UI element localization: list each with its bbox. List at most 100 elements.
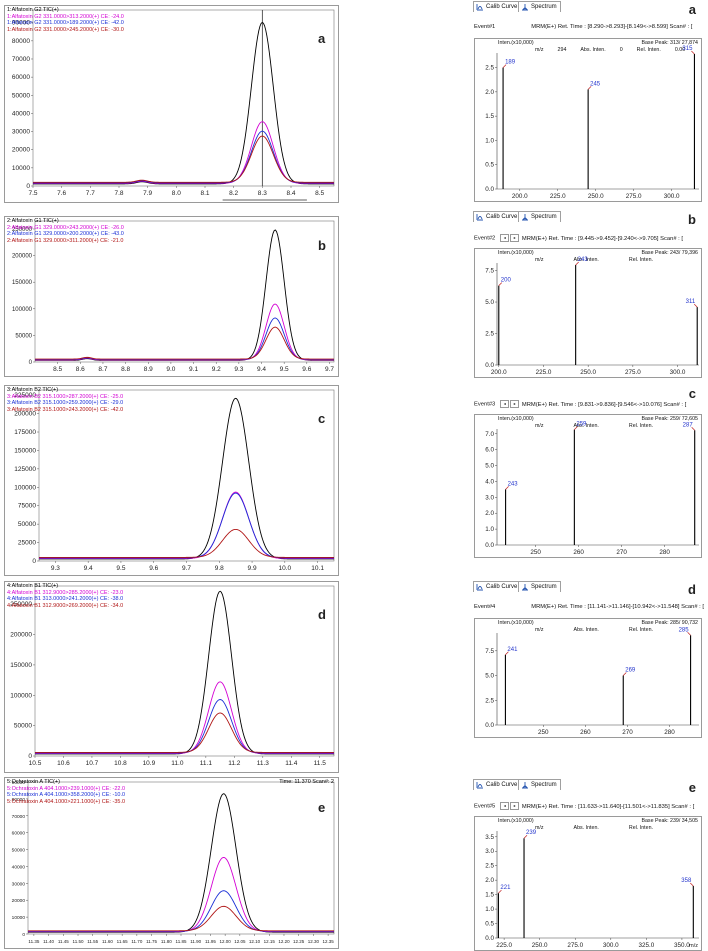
tab-calib-curve[interactable]: Calib Curve xyxy=(473,581,522,592)
y-tick-label: 30000 xyxy=(12,881,26,887)
x-tick-label: 11.40 xyxy=(43,939,54,944)
column-header-label: Rel. Inten. xyxy=(636,47,661,53)
axis-lines xyxy=(496,53,699,190)
x-tick-label: 250.0 xyxy=(532,942,548,949)
next-event-button[interactable]: ▸ xyxy=(510,802,520,810)
x-tick-label: 11.65 xyxy=(117,939,128,944)
prev-event-button[interactable]: ◂ xyxy=(500,400,510,408)
y-tick-label: 40000 xyxy=(12,864,26,870)
column-header: m/z Abs. Inten. Rel. Inten. xyxy=(535,423,683,429)
x-tick-label: 200.0 xyxy=(512,193,528,200)
plot-frame xyxy=(32,9,335,187)
peak-label: 269 xyxy=(625,668,636,674)
y-tick-label: 4.0 xyxy=(485,478,494,485)
prev-event-button[interactable]: ◂ xyxy=(500,802,510,810)
column-header-label: Abs. Inten. xyxy=(573,825,599,831)
series-line xyxy=(33,21,334,185)
tab-calib-curve[interactable]: Calib Curve xyxy=(473,211,522,222)
y-tick-label: 1.5 xyxy=(485,113,494,120)
x-tick-label: 9.7 xyxy=(325,366,334,373)
x-tick-label: 12.15 xyxy=(264,939,276,944)
y-tick-label: 2.5 xyxy=(485,65,494,72)
x-tick-label: 275.0 xyxy=(626,193,642,200)
legend-entry: 1:Alfatoxin G2 331.0000>245.2000(+) CE: … xyxy=(7,26,124,33)
y-tick-label: 100000 xyxy=(14,484,36,491)
column-header-label: Abs. Inten. xyxy=(573,423,599,429)
x-tick-label: 8.4 xyxy=(286,190,295,197)
x-tick-label: 9.3 xyxy=(51,565,60,572)
tab-spectrum[interactable]: Spectrum xyxy=(518,779,561,790)
x-tick-label: 11.90 xyxy=(190,939,201,944)
y-tick-label: 80000 xyxy=(12,797,26,803)
y-tick-label: 0.0 xyxy=(485,542,494,549)
time-label: Time: 11.370 Scan#: 2 xyxy=(279,779,334,785)
column-header-label: m/z xyxy=(535,423,544,429)
event-label: Event#5 xyxy=(474,803,496,810)
y-tick-label: 80000 xyxy=(12,38,30,45)
y-tick-label: 200000 xyxy=(14,411,36,418)
x-tick-label: 12.00 xyxy=(220,939,232,944)
y-tick-label: 0 xyxy=(26,183,30,190)
tab-label: Calib Curve xyxy=(486,214,518,220)
tab-calib-curve[interactable]: Calib Curve xyxy=(473,1,522,12)
peak-label: 285 xyxy=(679,627,690,633)
x-tick-label: 9.1 xyxy=(189,366,198,373)
x-tick-label: 11.1 xyxy=(200,760,213,767)
next-event-button[interactable]: ▸ xyxy=(510,234,520,242)
y-tick-label: 0.5 xyxy=(485,921,494,928)
y-tick-label: 90000 xyxy=(12,20,30,27)
x-tick-label: 9.7 xyxy=(182,565,191,572)
y-tick-label: 2.5 xyxy=(485,697,494,704)
series-line xyxy=(39,397,334,560)
legend-entry: 3:Alfatoxin B2 315.1000>243.2000(+) CE: … xyxy=(7,406,124,413)
legend-entry: 4:Alfatoxin B1 312.9000>285.2000(+) CE: … xyxy=(7,589,124,596)
y-tick-label: 25000 xyxy=(18,540,36,547)
x-tick-label: 270 xyxy=(616,549,627,556)
panel-letter: a xyxy=(318,31,326,47)
tab-spectrum[interactable]: Spectrum xyxy=(518,211,561,222)
x-tick-label: 10.5 xyxy=(29,760,42,767)
peak-marker xyxy=(505,651,509,656)
column-header: m/z Abs. Inten. Rel. Inten. xyxy=(535,627,683,633)
plot-frame xyxy=(38,389,335,562)
series-line xyxy=(35,681,334,754)
x-tick-label: 11.70 xyxy=(131,939,142,944)
x-tick-label: 11.35 xyxy=(28,939,39,944)
legend-entry: 2:Alfatoxin G1 329.0000>311.2000(+) CE: … xyxy=(7,237,124,244)
x-tick-label: 7.8 xyxy=(114,190,123,197)
y-tick-label: 100000 xyxy=(10,692,32,699)
y-tick-label: 2.5 xyxy=(485,331,494,338)
plot-frame xyxy=(34,220,335,363)
series-line xyxy=(28,905,334,932)
legend: 2:Alfatoxin G1 TIC(+) 2:Alfatoxin G1 329.… xyxy=(7,218,124,244)
x-tick-label: 10.7 xyxy=(86,760,99,767)
plot-frame xyxy=(34,585,335,757)
event-line: Event#3 ◂ ▸ MRM(E+) Ret. Time : [9.831->9.… xyxy=(474,400,686,408)
tab-spectrum[interactable]: Spectrum xyxy=(518,1,561,12)
tab-label: Spectrum xyxy=(531,584,557,590)
tab-spectrum[interactable]: Spectrum xyxy=(518,581,561,592)
spectrum-icon xyxy=(522,4,528,11)
x-tick-label: 8.0 xyxy=(172,190,181,197)
x-tick-label: 9.8 xyxy=(215,565,224,572)
x-tick-label: 350.0 xyxy=(674,942,690,949)
tab-bar: Calib Curve Spectrum xyxy=(472,0,704,13)
next-event-button[interactable]: ▸ xyxy=(510,400,520,408)
event-line: Event#4 MRM(E+) Ret. Time : [11.141->11.1… xyxy=(474,604,704,610)
y-tick-label: 2.5 xyxy=(485,863,494,870)
chromatogram-plot-c: 0 25000 50000 75000 100000 125000 150000 175000… xyxy=(14,389,335,572)
prev-event-button[interactable]: ◂ xyxy=(500,234,510,242)
legend-entry: 5:Ochratoxin A TIC(+) xyxy=(7,779,60,785)
tab-calib-curve[interactable]: Calib Curve xyxy=(473,779,522,790)
x-tick-label: 11.2 xyxy=(228,760,241,767)
y-tick-label: 7.0 xyxy=(485,431,494,438)
y-tick-label: 150000 xyxy=(14,447,36,454)
legend-entry: 2:Alfatoxin G1 329.0000>200.2000(+) CE: … xyxy=(7,231,124,238)
x-tick-label: 270 xyxy=(622,729,633,736)
legend-entry: 3:Alfatoxin B2 315.1000>259.2000(+) CE: … xyxy=(7,400,124,407)
column-header: m/z 294 Abs. Inten. 0 Rel. Inten. 0.00 xyxy=(535,47,699,53)
y-tick-label: 30000 xyxy=(12,129,30,136)
x-tick-label: 11.60 xyxy=(102,939,113,944)
peak-label: 243 xyxy=(508,481,519,487)
legend-entry: 5:Ochratoxin A 404.1000>239.1000(+) CE: … xyxy=(7,785,126,792)
